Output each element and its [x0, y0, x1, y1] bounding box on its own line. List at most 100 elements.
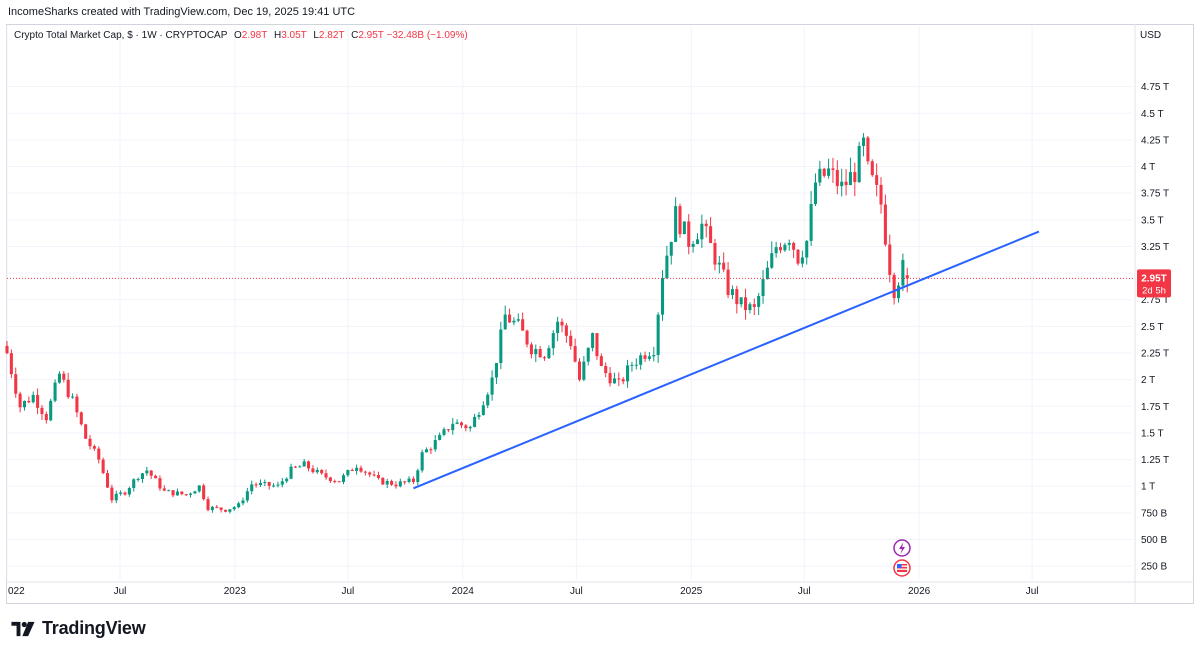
candle-body: [682, 221, 686, 235]
candle-body: [44, 414, 48, 421]
candle-body: [289, 466, 293, 479]
candle-body: [656, 314, 660, 355]
y-tick-label: 2.25 T: [1141, 349, 1169, 360]
candle-body: [840, 181, 844, 187]
candle-body: [311, 468, 315, 473]
candle-body: [875, 175, 879, 185]
candle-body: [647, 356, 651, 359]
candle-body: [223, 509, 228, 512]
candle-body: [381, 477, 385, 485]
candle-body: [477, 415, 481, 417]
candle-body: [136, 479, 140, 481]
candle-body: [630, 364, 634, 366]
currency-label[interactable]: USD: [1140, 30, 1162, 41]
candle-body: [110, 487, 114, 501]
candle-body: [324, 473, 328, 478]
candle-body: [333, 481, 337, 483]
symbol-title[interactable]: Crypto Total Market Cap, $ · 1W · CRYPTO…: [14, 30, 228, 41]
candle-body: [687, 221, 691, 247]
y-tick-label: 2.5 T: [1141, 322, 1164, 333]
candle-body: [783, 244, 787, 251]
candle-body: [621, 379, 625, 382]
candle-body: [40, 407, 44, 415]
candle-body: [835, 170, 839, 187]
candle-body: [857, 145, 861, 183]
candle-body: [612, 378, 616, 384]
high-key: H: [273, 30, 282, 41]
candle-body: [140, 473, 145, 480]
candle-body: [429, 449, 433, 451]
candle-body: [722, 262, 726, 270]
candle-body: [700, 223, 704, 240]
candle-body: [626, 365, 630, 382]
candle-body: [341, 475, 346, 483]
candle-body: [901, 259, 905, 286]
candle-body: [372, 474, 376, 476]
candle-body: [757, 295, 761, 307]
candle-body: [717, 262, 721, 265]
close-value: 2.95T: [358, 30, 384, 41]
candle-body: [770, 253, 774, 268]
y-tick-label: 250 B: [1141, 562, 1167, 573]
candle-body: [175, 491, 179, 496]
candle-body: [643, 355, 647, 359]
candle-body: [31, 394, 35, 403]
candle-body: [582, 361, 586, 380]
candle-body: [267, 481, 271, 486]
candle-body: [473, 416, 477, 427]
candle-body: [503, 314, 507, 330]
candle-body: [307, 461, 311, 469]
candle-body: [105, 473, 110, 488]
candle-body: [363, 471, 367, 473]
candle-body: [184, 494, 188, 496]
x-tick-label: 2023: [224, 586, 247, 597]
candle-body: [398, 481, 402, 487]
candle-body: [818, 168, 822, 183]
candle-body: [9, 353, 13, 375]
candle-body: [534, 348, 538, 355]
candle-body: [328, 477, 332, 482]
y-tick-label: 3.25 T: [1141, 242, 1169, 253]
tradingview-logo-icon: [11, 621, 35, 636]
x-tick-label: Jul: [341, 586, 354, 597]
candle-body: [293, 466, 297, 468]
tradingview-logo[interactable]: TradingView: [10, 618, 146, 639]
candle-body: [848, 172, 852, 186]
candle-body: [678, 206, 682, 235]
y-tick-label: 500 B: [1141, 535, 1167, 546]
candle-body: [215, 506, 219, 508]
candle-body: [446, 429, 450, 431]
candle-body: [569, 335, 573, 347]
price-badge-countdown: 2d 5h: [1142, 285, 1166, 296]
candle-body: [674, 206, 678, 242]
candle-body: [18, 393, 22, 408]
open-key: O: [234, 30, 242, 41]
candle-body: [385, 481, 389, 485]
candle-body: [119, 492, 123, 494]
candle-body: [905, 275, 909, 279]
candle-body: [355, 467, 359, 471]
candle-body: [425, 449, 429, 453]
candle-body: [595, 333, 599, 357]
candle-body: [263, 481, 267, 483]
y-tick-label: 1.5 T: [1141, 428, 1164, 439]
y-tick-label: 1.25 T: [1141, 455, 1169, 466]
candle-body: [892, 274, 896, 299]
candle-body: [88, 438, 92, 447]
candle-body: [556, 321, 560, 334]
candle-body: [486, 394, 490, 406]
candle-body: [158, 478, 162, 489]
candle-body: [97, 448, 101, 460]
candle-body: [604, 365, 608, 374]
candle-body: [79, 412, 83, 425]
candle-body: [451, 423, 455, 431]
candle-body: [704, 223, 708, 227]
candle-body: [813, 182, 818, 205]
candle-body: [123, 492, 127, 495]
candle-body: [560, 321, 564, 326]
candle-body: [237, 503, 241, 508]
candle-body: [748, 304, 752, 311]
candle-body: [167, 490, 171, 492]
x-tick-label: Jul: [114, 586, 127, 597]
